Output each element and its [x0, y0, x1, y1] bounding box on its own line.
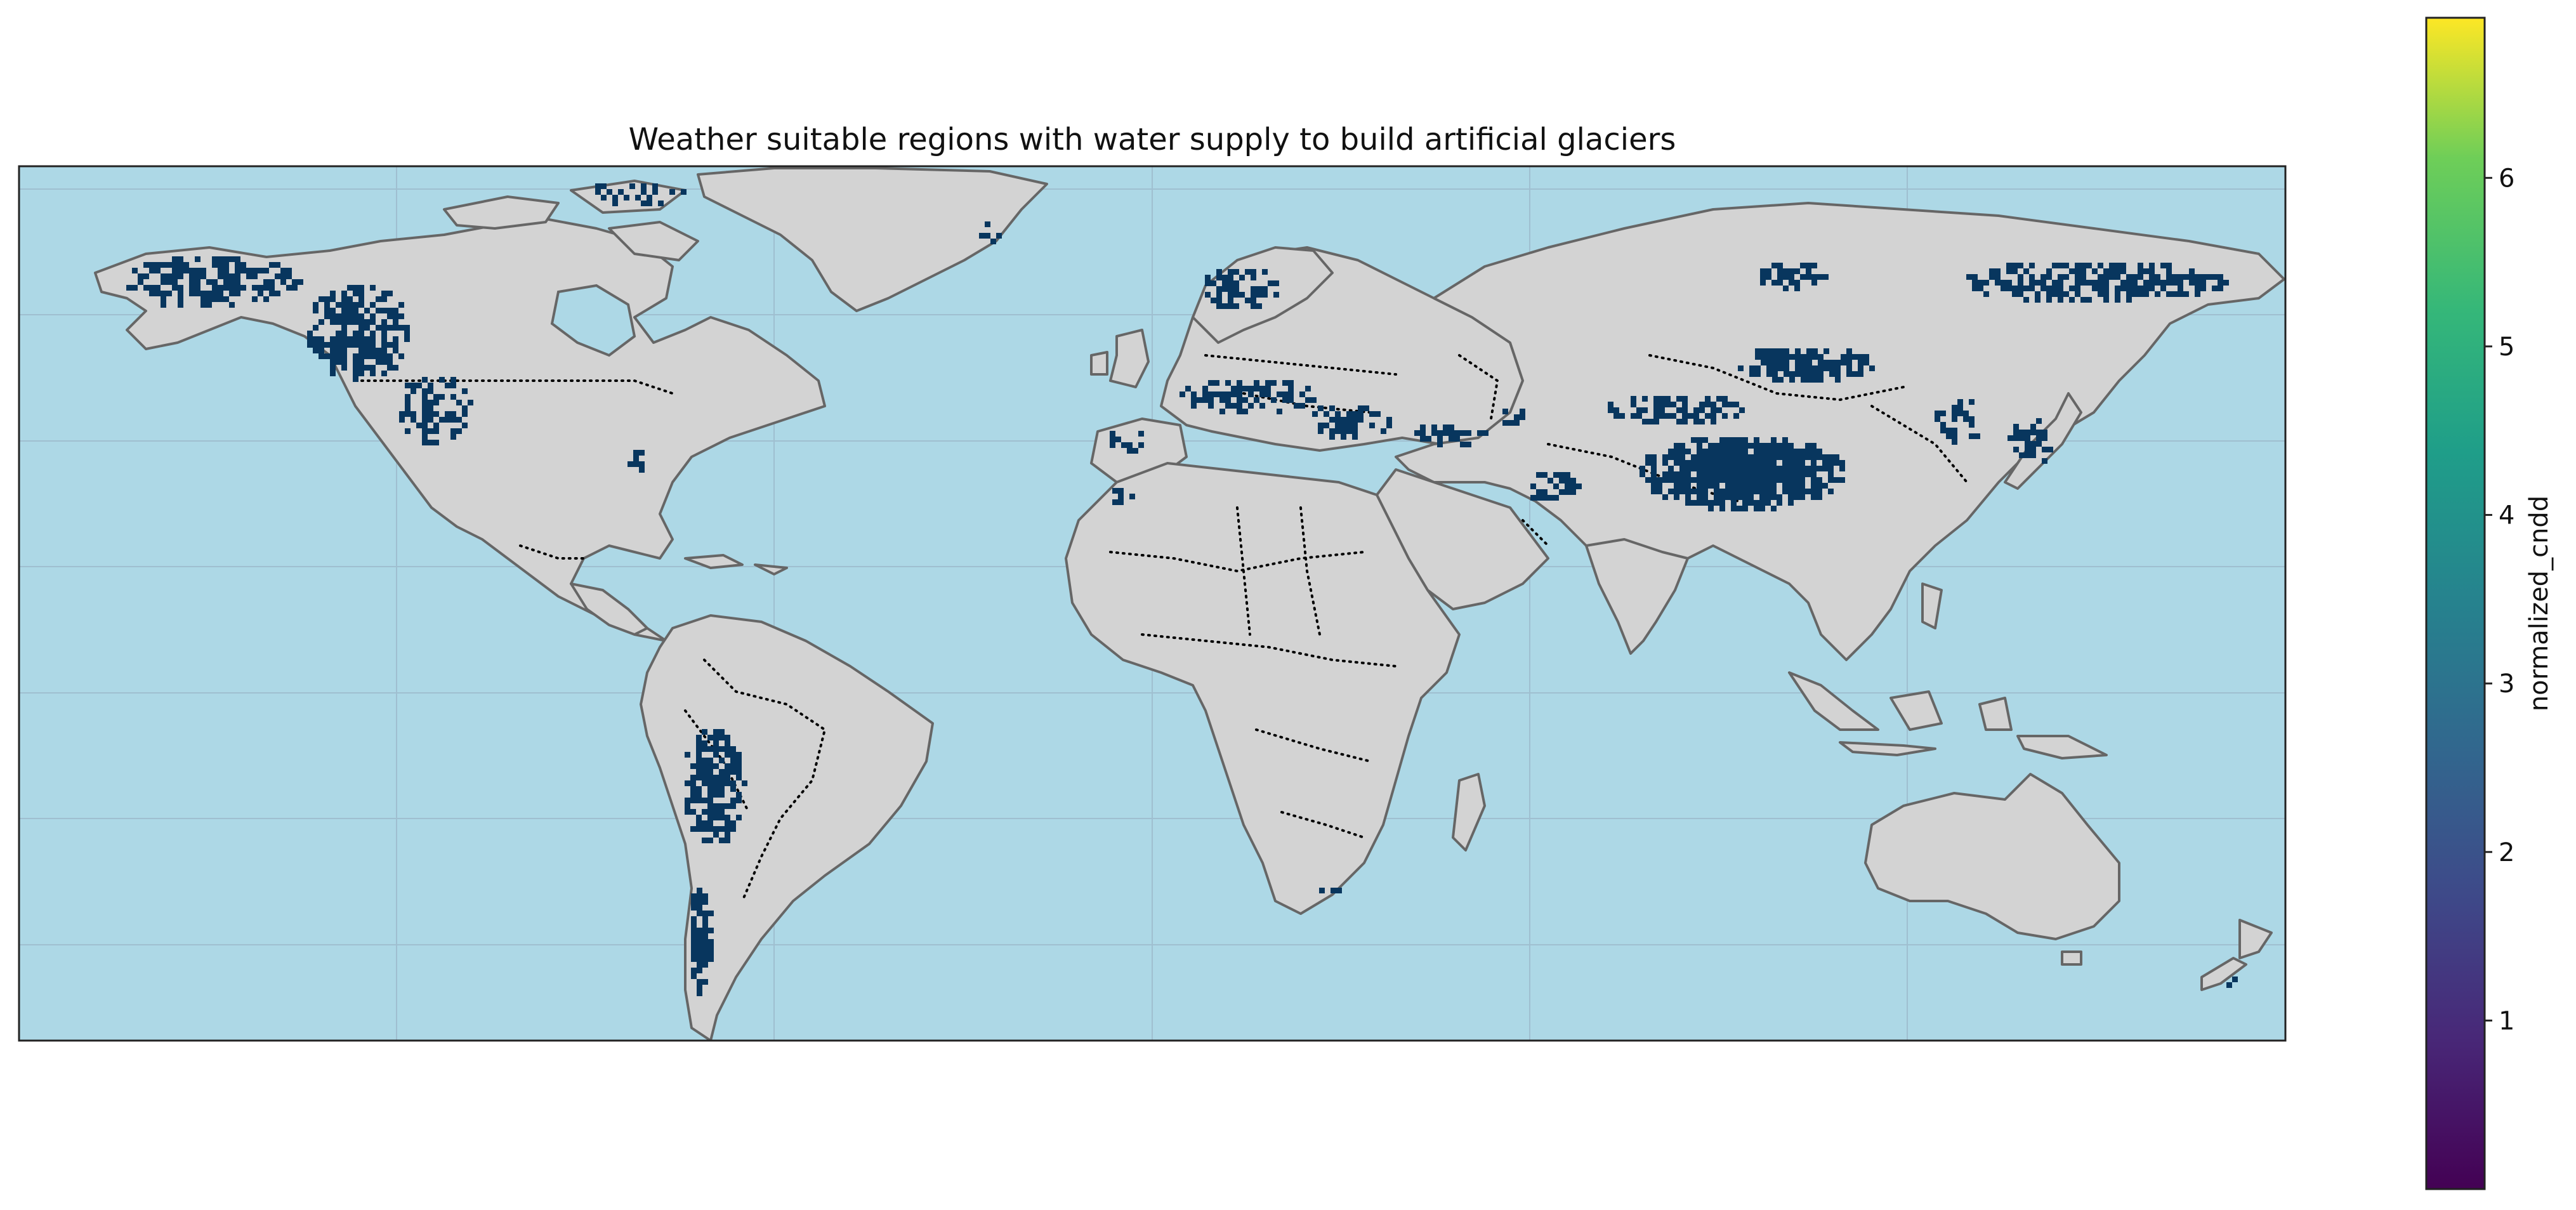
region-japan [2008, 418, 2053, 464]
map-area [19, 166, 2285, 1041]
madagascar [1452, 773, 1486, 852]
map-title: Weather suitable regions with water supp… [629, 122, 1676, 157]
region-tian-shan [1608, 396, 1745, 424]
region-alaska [126, 256, 303, 308]
region-new-zealand [2226, 977, 2238, 988]
region-turkey [1414, 424, 1488, 447]
region-canadian-rockies [307, 285, 410, 382]
colorbar-tick-label: 4 [2499, 501, 2514, 530]
africa [1065, 462, 1461, 915]
greenland [697, 167, 1048, 312]
colorbar-gradient [2425, 16, 2486, 1190]
australia [1864, 773, 2120, 940]
region-altai [1738, 348, 1875, 383]
colorbar-tick-label: 1 [2499, 1006, 2514, 1036]
region-korea [1935, 399, 1980, 445]
region-iran [1530, 472, 1582, 501]
colorbar-tick-label: 3 [2499, 669, 2514, 699]
map-frame [18, 165, 2287, 1042]
region-patagonia [691, 888, 714, 996]
region-atlas [1112, 488, 1135, 505]
region-alps [1180, 380, 1317, 414]
region-us-rockies [399, 377, 473, 445]
arctic-islands [443, 195, 560, 230]
colorbar-tick-label: 5 [2499, 332, 2514, 362]
region-iberia [1110, 431, 1144, 454]
region-canadian-arctic [979, 221, 1002, 244]
south-america [640, 614, 934, 1041]
region-andes [685, 729, 747, 843]
suitable-regions-layer [126, 183, 2238, 996]
region-scandinavia [1205, 269, 1279, 309]
region-siberia [1760, 263, 1829, 291]
region-greenland [595, 183, 687, 206]
colorbar-tick-label: 2 [2499, 838, 2514, 867]
colorbar: 1 2 3 4 5 6 normalized_cndd [2425, 16, 2554, 1190]
region-caucasus [1502, 409, 1525, 426]
region-tibetan-plateau [1640, 437, 1845, 511]
new-zealand [2238, 919, 2273, 959]
colorbar-label: normalized_cndd [2525, 496, 2554, 711]
india [1585, 538, 1689, 655]
region-kamchatka [1966, 263, 2229, 303]
region-balkans [1312, 405, 1392, 440]
region-appalachians [628, 450, 645, 473]
britain [1109, 329, 1150, 388]
region-south-africa [1319, 888, 1342, 893]
indonesia [1788, 671, 1879, 731]
colorbar-ticks: 1 2 3 4 5 6 [2485, 164, 2514, 1036]
colorbar-tick-label: 6 [2499, 164, 2514, 193]
